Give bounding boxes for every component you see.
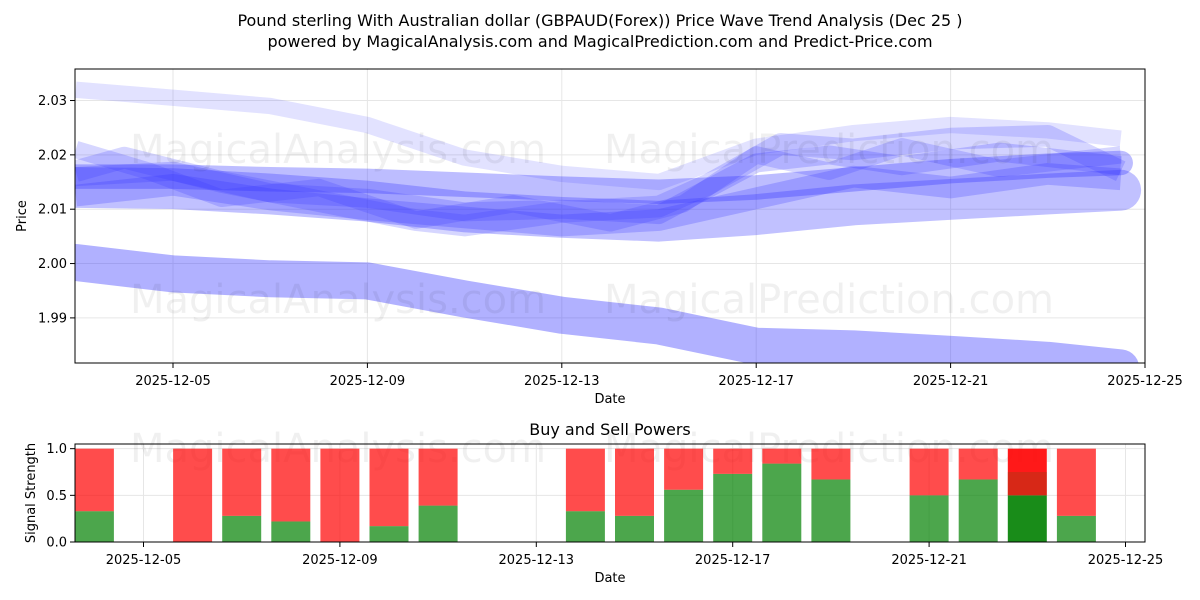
sell-bar (664, 448, 704, 490)
price-y-tick-label: 2.03 (38, 94, 67, 109)
buy-bar (909, 495, 949, 542)
buy-bar (811, 479, 851, 542)
price-y-tick-label: 1.99 (38, 311, 67, 326)
sell-bar (909, 448, 949, 496)
price-wave-fast-wave-b (75, 142, 1122, 225)
sell-bar (369, 448, 409, 527)
sell-bar (222, 448, 262, 516)
buy-bar (222, 515, 262, 542)
overlap-bar (1007, 472, 1047, 496)
buy-bar (713, 473, 753, 542)
sell-bar (1007, 448, 1047, 496)
buy-sell-title: Buy and Sell Powers (529, 420, 691, 439)
watermark-left-bottom: MagicalAnalysis.com (130, 277, 546, 323)
buy-sell-x-tick-label: 2025-12-21 (891, 553, 967, 568)
price-plot-area (75, 69, 1145, 363)
sell-bar (173, 448, 213, 542)
buy-bar (74, 511, 114, 542)
sell-bar (74, 448, 114, 512)
buy-sell-plot-frame (74, 443, 1146, 543)
price-y-tick-label: 2.02 (38, 148, 67, 163)
price-y-axis: 1.99 2.00 2.01 2.02 2.03 (38, 94, 75, 326)
price-x-tick-label: 2025-12-25 (1107, 374, 1183, 389)
buy-sell-x-tick-label: 2025-12-09 (302, 553, 378, 568)
buy-bar (271, 521, 311, 542)
buy-sell-y-tick-label: 0.0 (46, 536, 67, 551)
chart-subtitle: powered by MagicalAnalysis.com and Magic… (267, 32, 932, 51)
sell-bar (958, 448, 998, 480)
price-x-axis: 2025-12-05 2025-12-09 2025-12-13 2025-12-17… (135, 363, 1183, 389)
price-wave-panel: MagicalAnalysis.com MagicalPrediction.co… (15, 68, 1183, 407)
buy-bar (664, 489, 704, 542)
buy-bar (615, 515, 654, 542)
price-x-tick-label: 2025-12-21 (913, 374, 989, 389)
buy-sell-y-tick-label: 1.0 (46, 442, 67, 457)
buy-bar (762, 463, 802, 542)
buy-sell-panel: Buy and Sell Powers MagicalAnalysis.com … (24, 420, 1163, 586)
price-y-tick-label: 2.00 (38, 257, 67, 272)
sell-bar (615, 448, 654, 516)
buy-sell-x-tick-label: 2025-12-25 (1088, 553, 1164, 568)
watermark-right-top: MagicalPrediction.com (604, 127, 1054, 173)
buy-bar (418, 505, 458, 542)
price-waves (75, 81, 1142, 363)
price-plot-frame (74, 68, 1146, 364)
sell-bar (1056, 448, 1096, 516)
sell-bar (811, 448, 851, 480)
buy-bar (1056, 515, 1096, 542)
buy-sell-x-label: Date (594, 571, 625, 586)
buy-bar (565, 511, 605, 542)
price-wave-mid-wave (75, 167, 1142, 242)
sell-bar (762, 448, 802, 464)
buy-bar (1007, 495, 1047, 542)
price-wave-long-wave (75, 81, 1122, 191)
sell-bar (320, 448, 360, 542)
chart-title: Pound sterling With Australian dollar (G… (237, 11, 962, 30)
price-wave-fast-wave-c (75, 138, 1122, 232)
sell-bar (418, 448, 458, 506)
price-y-label: Price (15, 200, 30, 232)
price-x-label: Date (594, 392, 625, 407)
price-wave-upper-wave (75, 150, 1133, 205)
sell-bar (271, 448, 311, 522)
price-x-tick-label: 2025-12-17 (718, 374, 794, 389)
watermark-left-top: MagicalAnalysis.com (130, 127, 546, 173)
buy-sell-y-axis: 0.0 0.5 1.0 (46, 442, 75, 551)
buy-sell-bars (74, 448, 1096, 542)
buy-sell-x-tick-label: 2025-12-13 (499, 553, 575, 568)
watermark-right-bottom: MagicalPrediction.com (604, 277, 1054, 323)
price-wave-fast-wave-d (75, 163, 1122, 237)
buy-sell-y-label: Signal Strength (24, 443, 39, 543)
sell-bar (713, 448, 753, 474)
buy-bar (958, 479, 998, 542)
price-wave-fast-wave-a (75, 124, 1126, 237)
buy-sell-x-axis: 2025-12-05 2025-12-09 2025-12-13 2025-12-17… (106, 542, 1164, 568)
price-wave-lower-wave (75, 244, 1139, 363)
price-x-tick-label: 2025-12-05 (135, 374, 211, 389)
price-x-tick-label: 2025-12-09 (330, 374, 406, 389)
price-x-tick-label: 2025-12-13 (524, 374, 600, 389)
buy-sell-x-tick-label: 2025-12-05 (106, 553, 182, 568)
price-y-tick-label: 2.01 (38, 203, 67, 218)
buy-sell-x-tick-label: 2025-12-17 (695, 553, 771, 568)
buy-sell-y-tick-label: 0.5 (46, 489, 67, 504)
sell-bar (565, 448, 605, 512)
buy-bar (369, 526, 409, 542)
